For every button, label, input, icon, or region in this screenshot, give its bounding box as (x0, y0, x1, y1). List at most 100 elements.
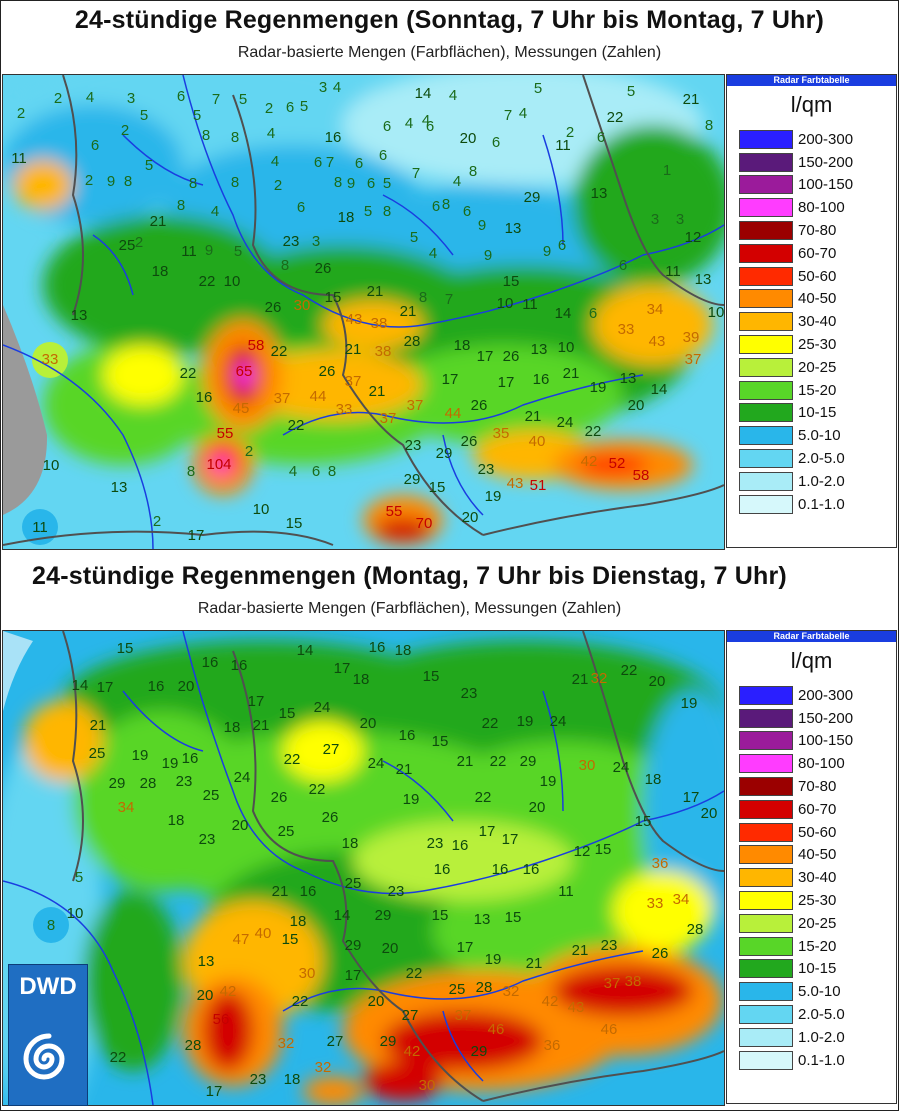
legend-row: 50-60 (727, 821, 896, 844)
legend-row: 150-200 (727, 707, 896, 730)
legend-row: 20-25 (727, 912, 896, 935)
legend-row: 2.0-5.0 (727, 1003, 896, 1026)
precipitation-map: 15 14 16 18 22 16 16 17 18 15 21 20 14 17 16 20 17 15 23 32… (2, 630, 725, 1106)
legend-row: 80-100 (727, 196, 896, 219)
legend-row: 200-300 (727, 128, 896, 151)
legend-row: 10-15 (727, 402, 896, 425)
rivers (3, 75, 724, 549)
state-borders (62, 631, 724, 1102)
legend-swatch (739, 152, 793, 172)
legend-swatch (739, 403, 793, 423)
station-circle (22, 509, 58, 545)
legend-row: 200-300 (727, 684, 896, 707)
panel-title: 24-stündige Regenmengen (Sonntag, 7 Uhr … (74, 6, 825, 34)
legend-label: 40-50 (798, 290, 837, 308)
legend-row: 50-60 (727, 265, 896, 288)
legend-label: 100-150 (798, 176, 854, 194)
legend-header: Radar Farbtabelle (727, 75, 896, 86)
radar-map-svg: 2 4 3 6 7 53 4 14 4 5 5 212 5 5 2 6 54 7 4 22 82 8 8 4 166 4 620 2 6… (3, 75, 724, 549)
legend-rows: 200-300 150-200 100-150 80-100 70-80 60-70 50-… (727, 128, 896, 516)
panel-subtitle: Radar-basierte Mengen (Farbflächen), Mes… (197, 600, 622, 617)
legend-label: 80-100 (798, 199, 845, 217)
legend-label: 150-200 (798, 153, 854, 171)
legend-row: 60-70 (727, 242, 896, 265)
legend-label: 0.1-1.0 (798, 495, 845, 513)
legend-label: 1.0-2.0 (798, 1028, 845, 1046)
legend-swatch (739, 959, 793, 979)
legend-label: 60-70 (798, 244, 837, 262)
precipitation-map: 2 4 3 6 7 5 3 4 14 4 5 5 21 2 5 5 2 6 5 4 7 4 22 8 2 8 8 4 16 6 4 6 20 2 6… (2, 74, 725, 550)
legend-swatch (739, 198, 793, 218)
legend-swatch (739, 175, 793, 195)
legend-label: 5.0-10 (798, 983, 841, 1001)
legend-label: 10-15 (798, 404, 837, 422)
legend-label: 2.0-5.0 (798, 1006, 845, 1024)
legend-row: 40-50 (727, 288, 896, 311)
legend-swatch (739, 708, 793, 728)
legend-swatch (739, 868, 793, 888)
legend-swatch (739, 494, 793, 514)
legend-row: 100-150 (727, 174, 896, 197)
color-legend: Radar Farbtabelle l/qm 200-300 150-200 100… (726, 74, 897, 548)
legend-swatch (739, 243, 793, 263)
station-circle (32, 342, 68, 378)
legend-swatch (739, 449, 793, 469)
legend-row: 20-25 (727, 356, 896, 379)
legend-row: 80-100 (727, 752, 896, 775)
legend-row: 100-150 (727, 730, 896, 753)
legend-label: 1.0-2.0 (798, 472, 845, 490)
dwd-logo: DWD (8, 964, 88, 1106)
legend-row: 1.0-2.0 (727, 1026, 896, 1049)
legend-label: 60-70 (798, 800, 837, 818)
state-borders (3, 75, 724, 546)
legend-label: 0.1-1.0 (798, 1051, 845, 1069)
legend-swatch (739, 471, 793, 491)
legend-swatch (739, 799, 793, 819)
no-radar-area (3, 305, 48, 515)
legend-swatch (739, 822, 793, 842)
legend-row: 5.0-10 (727, 980, 896, 1003)
legend-swatch (739, 754, 793, 774)
legend-swatch (739, 936, 793, 956)
legend-row: 2.0-5.0 (727, 447, 896, 470)
legend-row: 60-70 (727, 798, 896, 821)
panel-sunday-monday: 24-stündige Regenmengen (Sonntag, 7 Uhr … (2, 6, 897, 550)
legend-swatch (739, 731, 793, 751)
legend-label: 200-300 (798, 686, 854, 704)
legend-swatch (739, 129, 793, 149)
legend-unit: l/qm (790, 648, 833, 673)
legend-row: 30-40 (727, 866, 896, 889)
legend-row: 0.1-1.0 (727, 1049, 896, 1072)
legend-row: 70-80 (727, 775, 896, 798)
radar-color-fields (3, 641, 724, 1105)
legend-row: 40-50 (727, 844, 896, 867)
legend-row: 150-200 (727, 151, 896, 174)
legend-swatch (739, 426, 793, 446)
legend-label: 15-20 (798, 937, 837, 955)
legend-swatch (739, 845, 793, 865)
legend-label: 20-25 (798, 914, 837, 932)
legend-label: 15-20 (798, 381, 837, 399)
legend-label: 100-150 (798, 732, 854, 750)
legend-header: Radar Farbtabelle (727, 631, 896, 642)
legend-row: 25-30 (727, 889, 896, 912)
legend-swatch (739, 891, 793, 911)
legend-label: 25-30 (798, 336, 837, 354)
legend-swatch (739, 913, 793, 933)
legend-label: 40-50 (798, 846, 837, 864)
legend-label: 20-25 (798, 358, 837, 376)
legend-swatch (739, 380, 793, 400)
legend-label: 200-300 (798, 130, 854, 148)
legend-label: 25-30 (798, 892, 837, 910)
legend-label: 50-60 (798, 823, 837, 841)
legend-row: 10-15 (727, 958, 896, 981)
legend-label: 70-80 (798, 222, 837, 240)
station-circle (33, 907, 69, 943)
legend-swatch (739, 777, 793, 797)
swirl-icon (23, 1033, 65, 1080)
legend-swatch (739, 982, 793, 1002)
no-radar-area (3, 631, 33, 711)
legend-swatch (739, 221, 793, 241)
legend-row: 15-20 (727, 935, 896, 958)
